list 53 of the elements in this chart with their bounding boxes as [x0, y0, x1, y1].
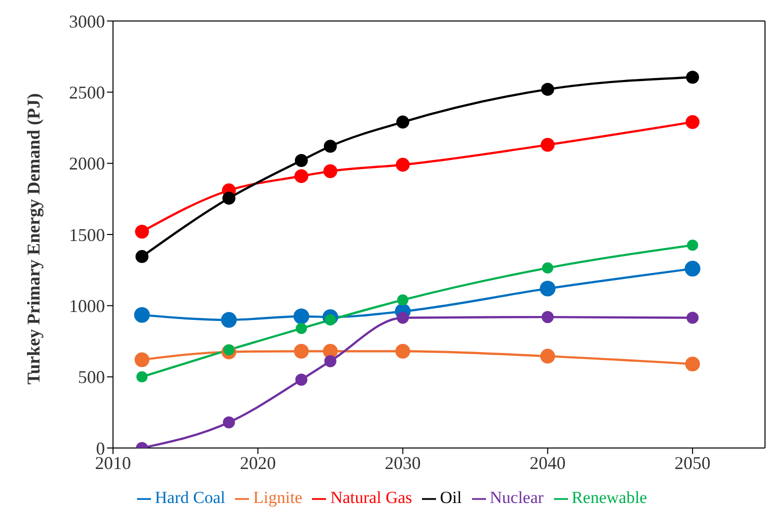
point: [324, 140, 337, 153]
point: [540, 138, 555, 152]
point: [541, 82, 554, 96]
point: [396, 158, 410, 172]
y-tick-label: 2000: [69, 154, 105, 174]
y-axis-title: Turkey Primary Energy Demand (PJ): [23, 93, 44, 384]
y-tick-label: 1000: [69, 296, 105, 316]
point: [134, 307, 150, 323]
x-tick-label: 2040: [530, 452, 566, 473]
legend-label: Renewable: [572, 488, 648, 507]
point: [686, 115, 700, 130]
point: [323, 164, 338, 178]
point: [223, 344, 235, 356]
point: [294, 344, 309, 359]
point: [686, 70, 700, 84]
x-tick-label: 2030: [384, 452, 421, 473]
point: [294, 308, 310, 324]
point: [686, 240, 698, 251]
point: [294, 169, 308, 184]
point: [542, 262, 554, 274]
y-tick-label: 500: [78, 367, 105, 388]
y-tick-label: 3000: [69, 11, 105, 32]
y-tick-label: 2500: [69, 82, 105, 103]
point: [296, 322, 307, 334]
point: [222, 416, 235, 428]
legend-label: Lignite: [253, 488, 302, 507]
point: [136, 371, 148, 382]
point: [540, 280, 556, 296]
point: [684, 260, 700, 277]
y-tick-label: 1500: [69, 224, 105, 245]
point: [396, 312, 409, 324]
point: [295, 374, 308, 386]
point: [396, 116, 410, 129]
point: [135, 224, 149, 239]
point: [294, 154, 308, 167]
point: [221, 312, 237, 328]
legend-label: Natural Gas: [330, 488, 412, 507]
point: [222, 192, 236, 205]
y-tick-label: 0: [96, 438, 105, 458]
point: [542, 311, 554, 324]
point: [686, 312, 699, 324]
point: [395, 344, 410, 359]
point: [135, 250, 148, 264]
point: [134, 352, 150, 368]
legend-label: Hard Coal: [154, 488, 226, 507]
x-tick-label: 2050: [674, 452, 711, 473]
point: [324, 355, 336, 368]
point: [540, 348, 556, 364]
point: [397, 294, 408, 306]
x-tick-label: 2020: [240, 452, 276, 473]
legend-label: Nuclear: [490, 488, 544, 507]
point: [685, 356, 700, 372]
legend-label: Oil: [440, 488, 462, 507]
